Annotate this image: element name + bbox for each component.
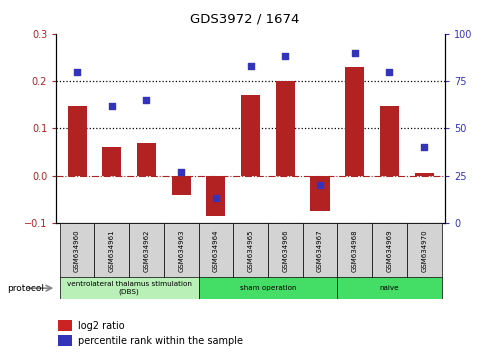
Text: naive: naive	[379, 285, 398, 291]
Text: GDS3972 / 1674: GDS3972 / 1674	[189, 12, 299, 25]
Text: GSM634965: GSM634965	[247, 229, 253, 272]
FancyBboxPatch shape	[60, 223, 94, 278]
Text: GSM634964: GSM634964	[212, 229, 219, 272]
FancyBboxPatch shape	[371, 223, 406, 278]
Text: protocol: protocol	[7, 284, 44, 293]
Point	[281, 53, 288, 59]
FancyBboxPatch shape	[94, 223, 129, 278]
Bar	[102, 147, 121, 176]
Bar	[58, 336, 72, 346]
Text: GSM634960: GSM634960	[74, 229, 80, 272]
FancyBboxPatch shape	[129, 223, 163, 278]
FancyBboxPatch shape	[337, 223, 371, 278]
Bar	[58, 320, 72, 331]
FancyBboxPatch shape	[337, 277, 441, 299]
Text: GSM634962: GSM634962	[143, 229, 149, 272]
Point	[177, 169, 185, 175]
Point	[385, 69, 392, 74]
Point	[315, 182, 323, 188]
Bar	[310, 176, 329, 211]
Text: sham operation: sham operation	[239, 285, 296, 291]
Point	[246, 63, 254, 69]
Point	[73, 69, 81, 74]
Text: ventrolateral thalamus stimulation
(DBS): ventrolateral thalamus stimulation (DBS)	[66, 281, 191, 295]
Text: GSM634970: GSM634970	[420, 229, 427, 272]
FancyBboxPatch shape	[267, 223, 302, 278]
Text: log2 ratio: log2 ratio	[78, 321, 124, 331]
Bar	[379, 105, 398, 176]
FancyBboxPatch shape	[233, 223, 267, 278]
Bar	[345, 67, 364, 176]
Text: GSM634969: GSM634969	[386, 229, 392, 272]
Bar	[137, 143, 156, 176]
FancyBboxPatch shape	[406, 223, 441, 278]
Text: GSM634963: GSM634963	[178, 229, 184, 272]
Point	[108, 103, 116, 108]
Bar	[171, 176, 190, 195]
Text: percentile rank within the sample: percentile rank within the sample	[78, 336, 242, 346]
Text: GSM634967: GSM634967	[316, 229, 323, 272]
Text: GSM634968: GSM634968	[351, 229, 357, 272]
Point	[212, 195, 220, 201]
Point	[419, 144, 427, 150]
Text: GSM634966: GSM634966	[282, 229, 288, 272]
Bar	[241, 95, 260, 176]
FancyBboxPatch shape	[163, 223, 198, 278]
FancyBboxPatch shape	[302, 223, 337, 278]
Text: GSM634961: GSM634961	[108, 229, 115, 272]
Point	[142, 97, 150, 103]
Bar	[414, 173, 433, 176]
Point	[350, 50, 358, 55]
FancyBboxPatch shape	[198, 277, 337, 299]
Bar	[67, 105, 86, 176]
FancyBboxPatch shape	[198, 223, 233, 278]
FancyBboxPatch shape	[60, 277, 198, 299]
Bar	[206, 176, 225, 216]
Bar	[275, 81, 294, 176]
